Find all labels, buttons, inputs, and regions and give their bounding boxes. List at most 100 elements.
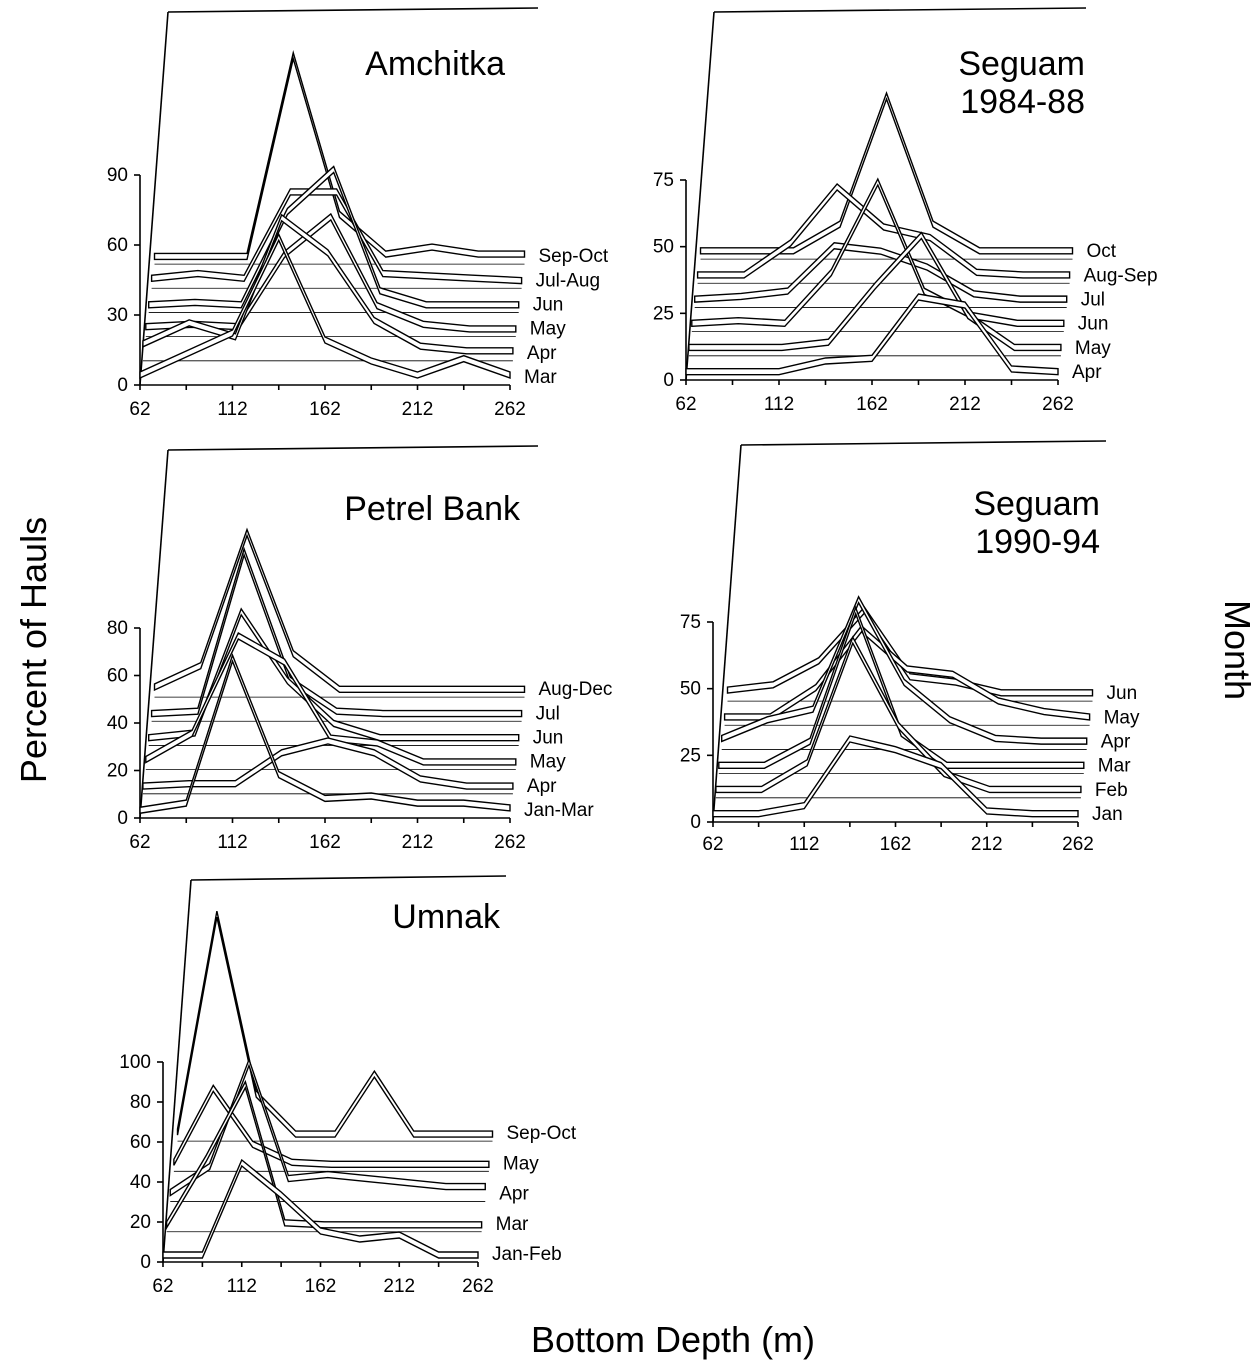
series-label: Jul-Aug: [536, 270, 600, 291]
x-tick-label: 212: [971, 834, 1003, 855]
x-tick-label: 62: [129, 832, 150, 853]
y-tick-label: 50: [653, 237, 674, 258]
left-wall-edge: [162, 879, 192, 1263]
x-tick-label: 112: [217, 399, 247, 420]
series-label: Mar: [496, 1214, 529, 1235]
y-tick-label: 40: [107, 713, 128, 734]
x-tick-label: 262: [1062, 834, 1094, 855]
series-label: Apr: [527, 343, 557, 364]
x-tick-label: 162: [309, 832, 341, 853]
left-wall-edge: [712, 444, 742, 823]
series-ribbon: [153, 49, 526, 261]
series-ribbon: [150, 188, 523, 285]
series-label: Apr: [499, 1184, 529, 1205]
y-tick-label: 0: [117, 808, 128, 829]
back-top-edge: [740, 440, 1107, 446]
series-label: Jun: [1107, 683, 1138, 704]
series-ribbon: [726, 605, 1094, 697]
x-tick-label: 212: [949, 394, 981, 415]
x-tick-label: 262: [494, 832, 526, 853]
panel-title: Petrel Bank: [344, 490, 521, 528]
series-label: Jun: [1078, 314, 1109, 335]
x-tick-label: 262: [462, 1276, 494, 1297]
series-label: May: [530, 752, 566, 773]
x-tick-label: 162: [880, 834, 912, 855]
series-label: Aug-Dec: [539, 679, 613, 700]
y-tick-label: 60: [107, 235, 128, 256]
panel-title: 1984-88: [960, 83, 1085, 121]
series-label: Sep-Oct: [507, 1123, 577, 1144]
x-tick-label: 212: [402, 399, 434, 420]
series-ribbon: [685, 293, 1059, 376]
left-wall-edge: [139, 11, 169, 386]
series-label: Jan: [1092, 804, 1123, 825]
x-tick-label: 162: [309, 399, 341, 420]
panel-title: 1990-94: [975, 523, 1100, 561]
series-ribbon: [721, 595, 1088, 745]
x-tick-label: 212: [402, 832, 434, 853]
left-wall-edge: [685, 11, 715, 381]
series-ribbon: [694, 242, 1068, 303]
x-tick-label: 112: [789, 834, 819, 855]
series-ribbon: [162, 1158, 479, 1259]
x-tick-label: 62: [675, 394, 696, 415]
series-ribbon: [691, 177, 1065, 328]
series-ribbon: [715, 635, 1082, 794]
back-top-edge: [167, 445, 539, 451]
series-ribbon: [169, 1057, 486, 1197]
series-label: Mar: [1098, 756, 1131, 777]
y-tick-label: 0: [140, 1252, 151, 1273]
series-label: Apr: [1101, 731, 1131, 752]
series-label: Sep-Oct: [539, 246, 609, 267]
series-ribbon: [718, 605, 1085, 770]
x-tick-label: 162: [856, 394, 888, 415]
y-tick-label: 90: [107, 165, 128, 186]
y-tick-label: 25: [680, 745, 701, 766]
y-tick-label: 60: [107, 666, 128, 687]
series-ribbon: [142, 213, 514, 355]
series-label: Jun: [533, 727, 564, 748]
series-label: Jun: [533, 294, 564, 315]
series-ribbon: [173, 1083, 490, 1169]
series-ribbon: [688, 231, 1062, 352]
series-ribbon: [723, 624, 1091, 721]
series-ribbon: [148, 607, 520, 742]
series-ribbon: [699, 91, 1074, 255]
panel-seguam-1990-94: 0 25 50 75 62 112 162 212 262 Jun May Apr Mar Feb Jan S…: [680, 440, 1140, 855]
y-tick-label: 0: [117, 375, 128, 396]
series-label: Oct: [1087, 241, 1117, 262]
x-tick-label: 62: [702, 834, 723, 855]
left-wall-edge: [139, 449, 169, 819]
y-tick-label: 0: [663, 370, 674, 391]
series-label: May: [503, 1153, 539, 1174]
x-tick-label: 112: [217, 832, 247, 853]
panel-title: Amchitka: [365, 45, 505, 83]
panel-amchitka: 0 30 60 90 62 112 162 212 262 Sep-Oct Jul-Aug Jun Ma…: [107, 7, 609, 420]
y-tick-label: 75: [653, 170, 674, 191]
x-tick-label: 212: [383, 1276, 415, 1297]
x-tick-label: 62: [129, 399, 150, 420]
y-tick-label: 20: [107, 761, 128, 782]
y-tick-label: 20: [130, 1212, 151, 1233]
y-tick-label: 100: [119, 1052, 151, 1073]
back-top-edge: [190, 875, 507, 881]
series-label: Apr: [1072, 362, 1102, 383]
series-label: May: [1075, 338, 1111, 359]
y-tick-label: 25: [653, 303, 674, 324]
panel-title: Seguam: [958, 45, 1085, 83]
y-tick-label: 75: [680, 612, 701, 633]
x-tick-label: 262: [494, 399, 526, 420]
series-label: Aug-Sep: [1084, 265, 1158, 286]
series-label: Apr: [527, 776, 557, 797]
panel-petrel-bank: 0 20 40 60 80 62 112 162 212 262 Aug-Dec Jul Jun May A…: [107, 445, 613, 853]
series-label: Jul: [1081, 289, 1105, 310]
x-tick-label: 112: [764, 394, 794, 415]
panel-umnak: 0 20 40 60 80 100 62 112 162 212 262 Sep-Oct May Apr M…: [119, 875, 577, 1297]
panel-title: Umnak: [392, 898, 501, 936]
x-tick-label: 62: [152, 1276, 173, 1297]
y-tick-label: 80: [107, 618, 128, 639]
y-tick-label: 60: [130, 1132, 151, 1153]
series-ribbon: [712, 735, 1079, 818]
series-ribbon: [142, 737, 514, 790]
panel-seguam-1984-88: 0 25 50 75 62 112 162 212 262 Oct Aug-Sep Jul Jun May…: [653, 7, 1158, 415]
